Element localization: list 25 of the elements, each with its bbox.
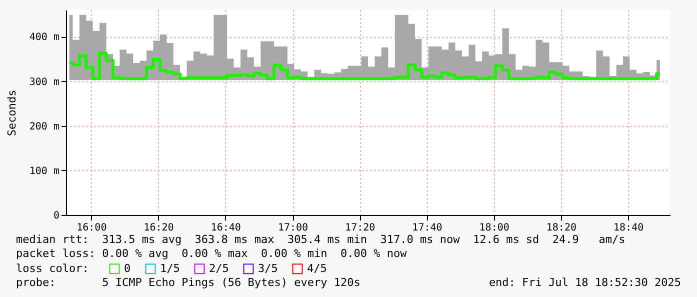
text: end: Fri Jul 18 18:52:30 2025 <box>488 276 681 289</box>
x-tick-label: 18:00 <box>479 222 510 234</box>
y-axis-title: Seconds <box>5 90 18 136</box>
y-tick-label: 0 <box>53 210 60 222</box>
x-tick-label: 16:40 <box>210 222 241 234</box>
y-tick-label: 200 m <box>29 121 60 132</box>
legend-label: 4/5 <box>307 262 327 275</box>
text: packet loss: 0.00 % avg 0.00 % max 0.00 % min 0.00 % now <box>16 247 407 260</box>
x-tick-label: 17:00 <box>278 222 308 234</box>
x-tick-label: 18:40 <box>614 222 644 234</box>
y-tick-label: 400 m <box>29 32 60 44</box>
x-tick-label: 17:20 <box>345 222 376 234</box>
x-tick-label: 17:40 <box>412 222 442 234</box>
x-tick-label: 16:00 <box>76 222 107 234</box>
y-tick-label: 300 m <box>29 76 60 88</box>
legend-label: 2/5 <box>209 262 229 275</box>
y-tick-label: 100 m <box>29 166 60 177</box>
legend-label: 3/5 <box>258 262 278 275</box>
legend-title: loss color: <box>16 262 89 275</box>
text: median rtt: 313.5 ms avg 363.8 ms max 305.4 ms min 317.0 ms now 12.6 ms sd 24.9 am/s <box>16 233 626 246</box>
x-tick-label: 16:20 <box>144 222 174 234</box>
legend-label: 1/5 <box>160 262 180 275</box>
legend-label: 0 <box>124 262 131 275</box>
text: probe: 5 ICMP Echo Pings (56 Bytes) every 120s <box>16 276 360 289</box>
x-tick-label: 18:20 <box>546 222 576 234</box>
